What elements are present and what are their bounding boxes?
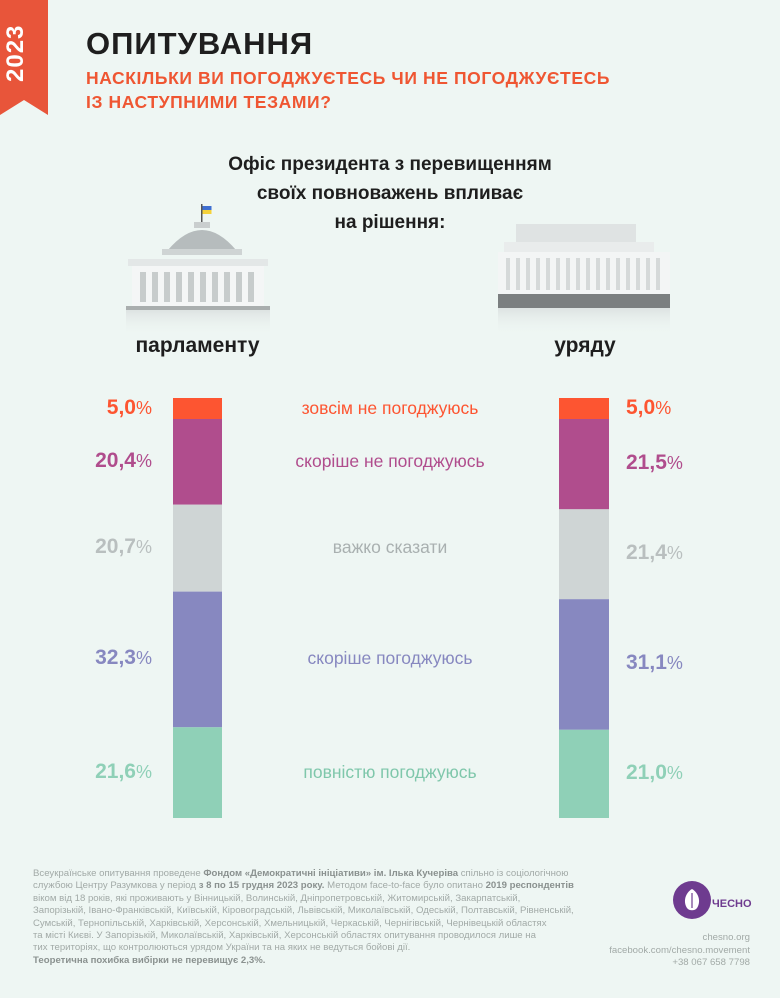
bar-segment-parliament-2 <box>173 419 222 505</box>
footer-line-8: Теоретична похибка вибірки не перевищує … <box>33 954 266 966</box>
value-number: 20,7 <box>95 535 136 559</box>
bar-segment-parliament-4 <box>173 591 222 728</box>
category-label-5: повністю погоджуюсь <box>303 761 477 782</box>
footer-line-3: віком від 18 років, які проживають у Він… <box>33 892 521 904</box>
footer-line-5: Сумській, Тернопільській, Харківській, Х… <box>33 917 547 929</box>
question-line-1: Офіс президента з перевищенням <box>228 154 552 175</box>
percent-sign: % <box>666 543 683 564</box>
bar-segment-government-5 <box>559 729 609 818</box>
footer-line-7: тих територіях, що контролюються урядом … <box>33 942 411 954</box>
bar-segment-government-4 <box>559 599 609 730</box>
category-label-1: зовсім не погоджуюсь <box>301 397 479 418</box>
subtitle-line-2: ІЗ НАСТУПНИМИ ТЕЗАМИ? <box>86 92 332 112</box>
value-number: 5,0 <box>626 395 656 419</box>
footer-line-2c: Методом face-to-face було опитано <box>324 880 486 892</box>
year-ribbon <box>0 0 48 115</box>
footer-methodology: Всеукраїнське опитування проведене Фондо… <box>33 868 608 967</box>
bar-segment-government-1 <box>559 398 609 419</box>
chesno-logo-icon <box>673 881 711 919</box>
percent-sign: % <box>135 397 152 418</box>
value-number: 21,4 <box>626 541 667 565</box>
value-label-government-4: 31,1% <box>626 651 726 675</box>
stacked-bar-chart <box>173 398 609 818</box>
value-label-government-5: 21,0% <box>626 761 726 785</box>
bar-stack-government <box>559 398 609 818</box>
page-subtitle: НАСКІЛЬКИ ВИ ПОГОДЖУЄТЕСЬ ЧИ НЕ ПОГОДЖУЄ… <box>86 66 646 114</box>
parliament-building-icon <box>126 204 270 336</box>
contact-site: chesno.org <box>702 932 750 943</box>
percent-sign: % <box>135 761 152 782</box>
footer-line-4: Запорізькій, Івано-Франківській, Київськ… <box>33 905 574 917</box>
value-label-parliament-4: 32,3% <box>52 646 152 670</box>
footer-contacts: chesno.org facebook.com/chesno.movement … <box>609 932 750 970</box>
percent-sign: % <box>655 397 672 418</box>
chesno-logo-text: ЧЕСНО <box>712 898 752 910</box>
contact-phone: +38 067 658 7798 <box>672 957 750 968</box>
bar-segment-parliament-5 <box>173 727 222 818</box>
value-number: 21,0 <box>626 760 667 784</box>
panel-label-parliament: парламенту <box>135 334 260 357</box>
percent-sign: % <box>135 537 152 558</box>
footer-line-2a: службою Центру Разумкова у період <box>33 880 199 892</box>
bar-stack-parliament <box>173 398 222 818</box>
subtitle-line-1: НАСКІЛЬКИ ВИ ПОГОДЖУЄТЕСЬ ЧИ НЕ ПОГОДЖУЄ… <box>86 68 611 88</box>
percent-sign: % <box>135 450 152 471</box>
value-label-government-3: 21,4% <box>626 541 726 565</box>
value-label-parliament-3: 20,7% <box>52 535 152 559</box>
value-label-parliament-5: 21,6% <box>52 760 152 784</box>
value-number: 5,0 <box>106 395 136 419</box>
footer-line-1d: спільно із соціологічною <box>458 868 569 879</box>
page-title: ОПИТУВАННЯ <box>86 26 314 61</box>
value-label-parliament-1: 5,0% <box>52 396 152 420</box>
percent-sign: % <box>666 453 683 474</box>
bar-segment-parliament-1 <box>173 398 222 419</box>
contact-facebook: facebook.com/chesno.movement <box>609 944 750 956</box>
footer-line-1c: ім. Ілька Кучеріва <box>371 868 459 879</box>
bar-segment-government-3 <box>559 509 609 600</box>
footer-line-6: та місті Києві. У Запорізькій, Миколаївс… <box>33 930 536 942</box>
category-label-2: скоріше не погоджуюсь <box>295 450 485 471</box>
category-label-3: важко сказати <box>332 537 448 558</box>
government-building-icon <box>498 224 670 336</box>
panel-label-government: уряду <box>554 334 616 357</box>
value-number: 32,3 <box>95 646 136 670</box>
footer-line-1a: Всеукраїнське опитування проведене <box>33 868 204 879</box>
category-label-4: скоріше погоджуюсь <box>307 648 473 669</box>
value-number: 20,4 <box>95 448 136 472</box>
percent-sign: % <box>666 653 683 674</box>
bar-segment-government-2 <box>559 419 609 510</box>
value-number: 31,1 <box>626 651 667 675</box>
footer-line-1b: Фондом «Демократичні ініціативи» <box>203 868 372 879</box>
value-label-parliament-2: 20,4% <box>52 449 152 473</box>
question-line-2: своїх повноважень впливає <box>256 183 524 204</box>
value-number: 21,6 <box>95 759 136 783</box>
percent-sign: % <box>135 648 152 669</box>
value-label-government-1: 5,0% <box>626 396 726 420</box>
bar-segment-parliament-3 <box>173 504 222 592</box>
value-number: 21,5 <box>626 451 667 475</box>
footer-line-2d: 2019 респондентів <box>485 880 574 892</box>
question-line-3: на рішення: <box>334 212 446 233</box>
percent-sign: % <box>666 762 683 783</box>
footer-line-2b: з 8 по 15 грудня 2023 року. <box>198 880 325 892</box>
value-label-government-2: 21,5% <box>626 451 726 475</box>
survey-question: Офіс президента з перевищенням своїх пов… <box>170 150 610 237</box>
